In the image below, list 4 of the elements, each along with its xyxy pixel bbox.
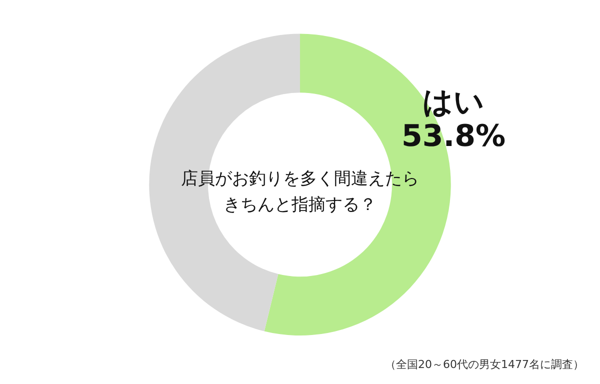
text: （全国20～60代の男女1477名に調査）	[385, 358, 584, 371]
data-label: 53.8%	[402, 118, 506, 154]
text: 店員がお釣りを多く間違えたらきちんと指摘する？	[181, 169, 419, 215]
slice-label: はい	[422, 84, 485, 120]
